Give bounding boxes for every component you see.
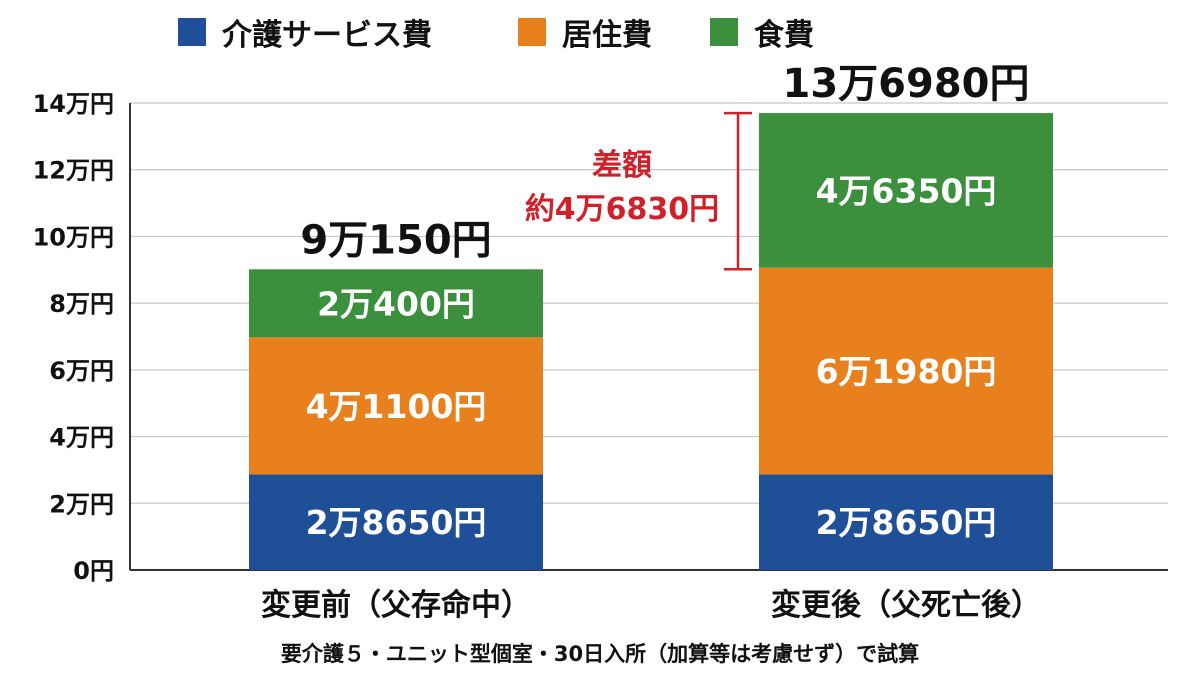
- data-label: 4万6350円: [816, 171, 997, 210]
- bar-segment: [759, 474, 1053, 570]
- difference-annotation-text: 約4万6830円: [525, 192, 719, 227]
- total-label: 13万6980円: [783, 61, 1030, 107]
- data-label: 2万8650円: [816, 503, 997, 542]
- y-tick-label: 4万円: [49, 424, 114, 452]
- x-tick-label: 変更後（父死亡後）: [771, 588, 1041, 623]
- x-tick-label: 変更前（父存命中）: [261, 588, 531, 623]
- legend-item-care-service: 介護サービス費: [178, 14, 432, 53]
- bar-segment: [759, 267, 1053, 475]
- bar-segment: [249, 474, 543, 570]
- legend-label-housing: 居住費: [562, 18, 652, 53]
- y-tick-label: 14万円: [33, 90, 114, 118]
- y-tick-label: 8万円: [49, 290, 114, 318]
- legend-swatch-care-service: [178, 18, 206, 46]
- y-tick-label: 10万円: [33, 223, 114, 251]
- y-tick-label: 2万円: [49, 490, 114, 518]
- legend-item-food: 食費: [710, 14, 814, 53]
- footnote: 要介護５・ユニット型個室・30日入所（加算等は考慮せず）で試算: [280, 642, 920, 666]
- total-label: 9万150円: [300, 217, 491, 263]
- data-label: 6万1980円: [816, 352, 997, 391]
- bar-segment: [759, 113, 1053, 268]
- data-label: 2万400円: [317, 284, 475, 323]
- data-label: 2万8650円: [306, 503, 487, 542]
- difference-annotation-text: 差額: [592, 148, 652, 183]
- bar-segment: [249, 269, 543, 338]
- legend-item-housing: 居住費: [518, 14, 652, 53]
- legend-swatch-housing: [518, 18, 546, 46]
- legend-label-care-service: 介護サービス費: [222, 18, 432, 53]
- legend: 介護サービス費 居住費 食費: [0, 14, 1200, 54]
- legend-swatch-food: [710, 18, 738, 46]
- y-tick-label: 12万円: [33, 157, 114, 185]
- data-label: 4万1100円: [306, 387, 487, 426]
- bar-segment: [249, 337, 543, 475]
- y-tick-label: 0円: [73, 557, 114, 585]
- legend-label-food: 食費: [754, 18, 814, 53]
- y-tick-label: 6万円: [49, 357, 114, 385]
